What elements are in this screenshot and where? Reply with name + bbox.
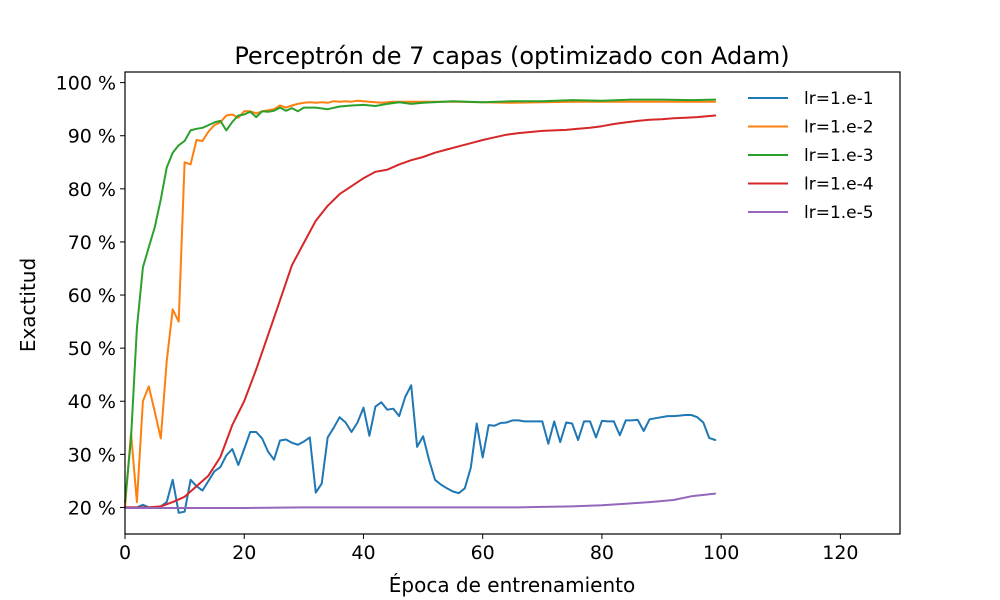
y-axis-ticks: 20 % 30 % 40 % 50 % 60 % 70 % 80 % 90 % 100 % (56, 73, 125, 519)
y-tick-label: 40 % (68, 391, 116, 413)
x-axis-label: Época de entrenamiento (389, 573, 635, 597)
x-axis-ticks: 0 20 40 60 80 100 120 (119, 534, 859, 564)
y-tick-label: 60 % (68, 285, 116, 307)
series-line-1 (124, 384, 717, 514)
legend-label-1: lr=1.e-1 (804, 89, 874, 109)
legend-label-3: lr=1.e-3 (804, 146, 874, 166)
x-tick-label: 100 (703, 542, 739, 564)
x-tick-label: 20 (232, 542, 256, 564)
plot-frame (124, 71, 901, 535)
x-tick-label: 40 (351, 542, 375, 564)
series-lines (124, 98, 717, 514)
y-tick-label: 100 % (56, 73, 116, 95)
y-tick-label: 90 % (68, 126, 116, 148)
legend: lr=1.e-1 lr=1.e-2 lr=1.e-3 lr=1.e-4 lr=1.e-5 (748, 89, 874, 223)
chart-title: Perceptrón de 7 capas (optimizado con Ad… (234, 42, 789, 70)
series-line-4 (124, 114, 717, 509)
x-tick-label: 0 (119, 542, 131, 564)
legend-label-5: lr=1.e-5 (804, 203, 874, 223)
x-tick-label: 60 (471, 542, 495, 564)
legend-label-2: lr=1.e-2 (804, 118, 874, 138)
legend-label-4: lr=1.e-4 (804, 175, 874, 195)
y-tick-label: 70 % (68, 232, 116, 254)
series-line-5 (124, 492, 717, 509)
y-axis-label: Exactitud (16, 258, 40, 352)
x-tick-label: 80 (590, 542, 614, 564)
y-tick-label: 30 % (68, 444, 116, 466)
x-tick-label: 120 (822, 542, 858, 564)
y-tick-label: 80 % (68, 179, 116, 201)
y-tick-label: 50 % (68, 338, 116, 360)
series-line-2 (124, 99, 717, 509)
series-line-3 (124, 98, 717, 504)
y-tick-label: 20 % (68, 497, 116, 519)
